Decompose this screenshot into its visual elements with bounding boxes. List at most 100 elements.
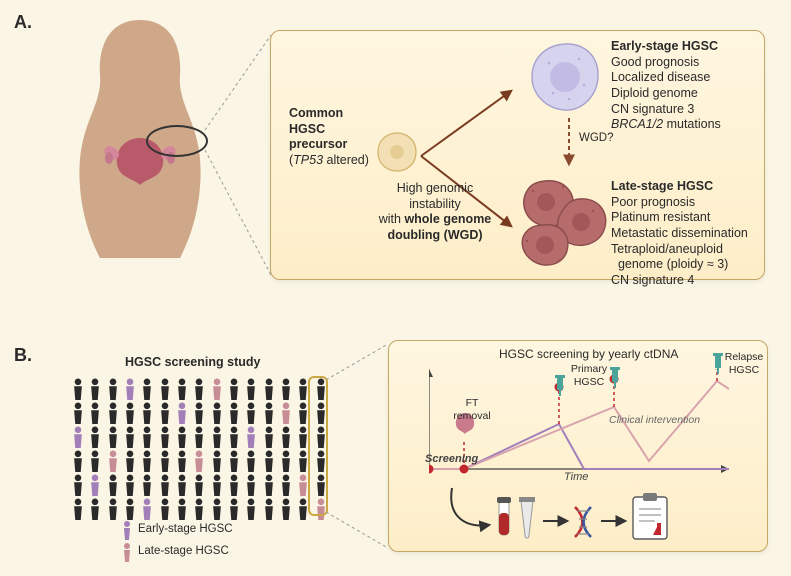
legend-early-icon (120, 520, 134, 540)
person-icon (87, 450, 103, 472)
person-icon (243, 498, 259, 520)
person-icon (105, 498, 121, 520)
legend-late-text: Late-stage HGSC (138, 545, 229, 557)
early-b0: Good prognosis (611, 55, 699, 69)
person-icon (87, 378, 103, 400)
person-icon (209, 450, 225, 472)
person-icon (70, 402, 86, 424)
person-icon (122, 474, 138, 496)
person-icon (157, 378, 173, 400)
panel-b-callout: HGSC screening by yearly ctDNA (388, 340, 768, 552)
person-icon (174, 402, 190, 424)
person-icon (191, 378, 207, 400)
late-b1: Platinum resistant (611, 210, 710, 224)
person-icon (105, 426, 121, 448)
person-icon (157, 402, 173, 424)
study-title: HGSC screening study (125, 355, 260, 369)
crowd-grid (70, 378, 330, 520)
person-icon (157, 498, 173, 520)
precursor-cell-icon (376, 131, 418, 173)
wgd-pathway-text: High genomic instability with whole geno… (370, 181, 500, 244)
person-icon (261, 498, 277, 520)
person-icon (226, 378, 242, 400)
late-b3: Tetraploid/aneuploid (611, 242, 723, 256)
person-icon (122, 378, 138, 400)
person-icon (278, 474, 294, 496)
screening-axis-label: Screening (425, 453, 478, 465)
person-icon (261, 474, 277, 496)
time-axis-label: Time (564, 471, 588, 483)
person-icon (278, 498, 294, 520)
legend-early-text: Early-stage HGSC (138, 523, 233, 535)
person-icon (70, 450, 86, 472)
person-icon (261, 450, 277, 472)
wgd-l1: High genomic (397, 181, 473, 195)
person-icon (105, 450, 121, 472)
precursor-title: Common HGSC precursor (289, 106, 347, 151)
person-icon (139, 498, 155, 520)
early-b1: Localized disease (611, 70, 710, 84)
person-icon (87, 402, 103, 424)
late-text-block: Late-stage HGSC Poor prognosis Platinum … (611, 179, 771, 288)
ft-removal-label: FT removal (449, 397, 495, 423)
person-icon (70, 498, 86, 520)
person-icon (122, 450, 138, 472)
wgd-l2: instability (409, 197, 460, 211)
legend-late-icon (120, 542, 134, 562)
callout-a-leader-lines (195, 30, 275, 280)
person-icon (139, 426, 155, 448)
panel-a-label: A. (14, 12, 32, 33)
callout-b-leader-lines (326, 340, 392, 552)
intervention-label: Clinical intervention (609, 414, 700, 427)
person-icon (278, 378, 294, 400)
person-icon (139, 378, 155, 400)
person-icon (243, 426, 259, 448)
person-icon (191, 474, 207, 496)
precursor-gene: TP53 (293, 153, 323, 167)
wgd-label: WGD? (579, 131, 614, 145)
person-icon (191, 498, 207, 520)
person-icon (105, 378, 121, 400)
person-icon (105, 402, 121, 424)
person-icon (226, 474, 242, 496)
person-icon (243, 378, 259, 400)
person-icon (70, 474, 86, 496)
late-cell-cluster-icon (513, 171, 613, 271)
person-icon (209, 498, 225, 520)
person-icon (70, 378, 86, 400)
person-icon (261, 426, 277, 448)
crowd-highlight-box (308, 376, 328, 516)
late-title: Late-stage HGSC (611, 179, 713, 193)
person-icon (122, 426, 138, 448)
person-icon (139, 474, 155, 496)
person-icon (174, 474, 190, 496)
early-title: Early-stage HGSC (611, 39, 718, 53)
person-icon (174, 498, 190, 520)
early-b3: CN signature 3 (611, 102, 694, 116)
person-icon (261, 378, 277, 400)
person-icon (226, 402, 242, 424)
late-b2: Metastatic dissemination (611, 226, 748, 240)
primary-label: Primary HGSC (564, 363, 614, 389)
person-icon (174, 450, 190, 472)
person-icon (209, 402, 225, 424)
early-cell-icon (529, 41, 601, 113)
person-icon (209, 474, 225, 496)
early-brca-suf: mutations (663, 117, 721, 131)
precursor-sub-close: altered) (323, 153, 369, 167)
relapse-label: Relapse HGSC (719, 351, 769, 377)
person-icon (209, 378, 225, 400)
person-icon (70, 426, 86, 448)
person-icon (174, 426, 190, 448)
person-icon (87, 498, 103, 520)
person-icon (122, 402, 138, 424)
person-icon (243, 402, 259, 424)
person-icon (209, 426, 225, 448)
callout-b-title: HGSC screening by yearly ctDNA (499, 347, 678, 362)
person-icon (105, 474, 121, 496)
panel-b-label: B. (14, 345, 32, 366)
person-icon (87, 474, 103, 496)
person-icon (157, 450, 173, 472)
panel-a-callout: Common HGSC precursor (TP53 altered) Hig… (270, 30, 765, 280)
late-b4: genome (ploidy ≈ 3) (611, 257, 728, 271)
